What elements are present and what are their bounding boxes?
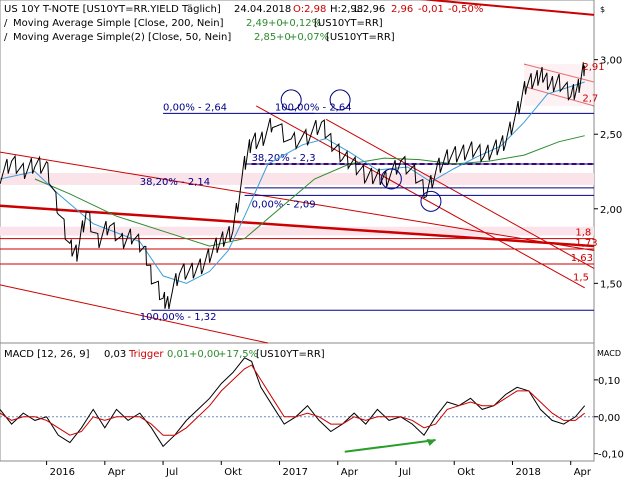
fib-label: 100,00% - 2,64: [275, 102, 352, 113]
trend-arrow-head: [426, 438, 436, 446]
annotation-circle: [280, 89, 302, 111]
level-label: 1,8: [575, 228, 591, 239]
annotation-circle: [420, 190, 442, 212]
macd-trigger-label: Trigger: [128, 349, 164, 360]
trend-arrow: [344, 438, 436, 453]
trend-line-upper-left: [0, 151, 595, 252]
price-axis-label: 2,50: [600, 130, 622, 141]
level-label: 2,7: [582, 93, 598, 104]
legend-ma200-symbol: [US10YT=RR]: [314, 18, 383, 29]
x-axis-label: Apr: [108, 467, 126, 478]
x-axis-label: Okt: [457, 467, 475, 478]
ohlc-change: -0,01: [418, 4, 444, 15]
level-label: 3,39: [571, 0, 593, 1]
ohlc-date: 24.04.2018: [234, 4, 291, 15]
chart-title: US 10Y T-NOTE [US10YT=RR.YIELD Täglich]: [4, 4, 221, 15]
x-axis-label: 2017: [283, 467, 308, 478]
support-band: [0, 226, 594, 236]
trend-line-lower-left: [0, 284, 268, 344]
legend-ma200-change-pct: +0,12%: [281, 18, 321, 29]
legend-ma200-label: Moving Average Simple [Close, 200, Nein]: [13, 18, 224, 29]
trigger-line: [0, 364, 586, 436]
macd-axis-label: 0,10: [598, 376, 620, 387]
legend-ma50-marker: /: [4, 32, 8, 43]
macd-axis-label: MACD: [597, 349, 621, 358]
annotation-circle: [329, 89, 351, 111]
macd-value: 0,03: [104, 349, 126, 360]
fib-label: 38,20% - 2,3: [252, 153, 316, 164]
price-axis-label: 3,00: [600, 56, 622, 67]
trend-line-top: [419, 0, 595, 16]
price-axis-label: 2,00: [600, 205, 622, 216]
ohlc-high: H:2,98: [330, 4, 363, 15]
legend-ma50-change-pct: +0,07%: [289, 32, 329, 43]
price-line: [0, 62, 586, 310]
macd-axis-label: -0,10: [598, 450, 624, 461]
macd-axis-label: 0,00: [598, 413, 620, 424]
macd-trigger-change-pct: +17,5%: [218, 349, 258, 360]
legend-ma200-change: +0: [268, 18, 283, 29]
annotation-circle: [380, 168, 402, 190]
legend-ma50-value: 2,85: [254, 32, 276, 43]
ohlc-open: O:2,98: [293, 4, 326, 15]
macd-trigger-value: 0,01: [167, 349, 189, 360]
x-axis-label: 2018: [515, 467, 540, 478]
trend-line-steep-2: [325, 118, 595, 269]
x-axis-label: Apr: [574, 467, 592, 478]
trend-line-main: [0, 204, 595, 248]
fib-label: 38,20% - 2,14: [140, 177, 210, 188]
x-axis-label: Okt: [224, 467, 242, 478]
x-axis-label: Apr: [341, 467, 359, 478]
y-unit-marker: $: [600, 5, 605, 14]
level-label: 1,63: [571, 253, 593, 264]
level-label: 1,5: [573, 272, 589, 283]
x-axis-label: Jul: [165, 467, 178, 478]
x-axis-label: Jul: [398, 467, 411, 478]
macd-title: MACD [12, 26, 9]: [4, 349, 90, 360]
legend-ma50-symbol: [US10YT=RR]: [326, 32, 395, 43]
price-panel: [0, 0, 595, 344]
level-label: 2,91: [582, 62, 604, 73]
resistance-band: [0, 172, 594, 185]
legend-ma50-label: Moving Average Simple(2) [Close, 50, Nei…: [13, 32, 231, 43]
ohlc-low: L:2,96: [354, 4, 385, 15]
ma200-line: [34, 135, 585, 247]
level-label: 1,73: [575, 238, 597, 249]
price-axis-label: 1,50: [600, 279, 622, 290]
fib-label: 100,00% - 1,32: [140, 312, 217, 323]
macd-symbol: [US10YT=RR]: [256, 349, 325, 360]
fib-label: 0,00% - 2,64: [163, 102, 227, 113]
macd-panel: [0, 342, 595, 462]
ohlc-close: 2,96: [391, 4, 413, 15]
legend-ma200-marker: /: [4, 18, 8, 29]
ohlc-change-pct: -0,50%: [448, 4, 483, 15]
legend-ma50-change: +0: [276, 32, 291, 43]
x-axis-label: 2016: [50, 467, 75, 478]
ma50-line: [0, 81, 585, 284]
macd-trigger-change: +0,00: [189, 349, 220, 360]
legend-ma200-value: 2,49: [246, 18, 268, 29]
